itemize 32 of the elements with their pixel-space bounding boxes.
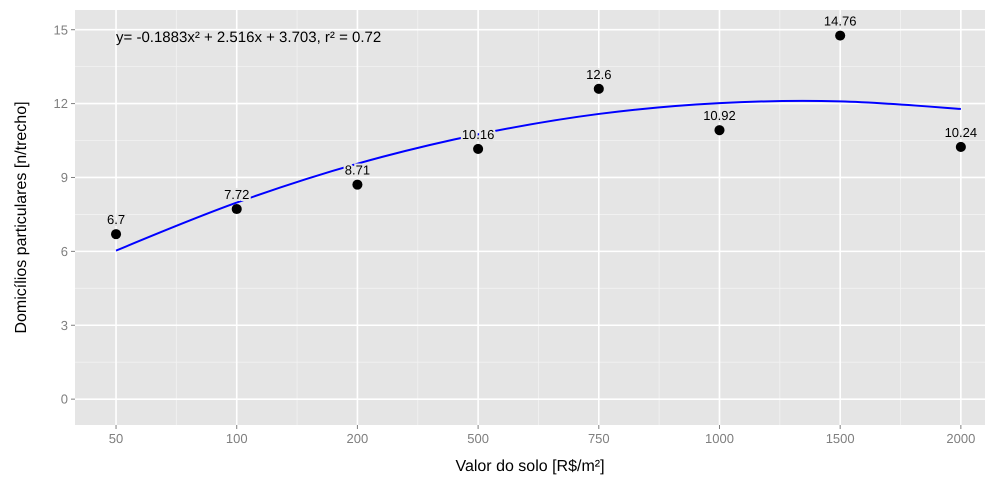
data-label: 12.6 — [586, 66, 612, 82]
x-axis-title: Valor do solo [R$/m²] — [455, 458, 605, 475]
x-tick-label: 100 — [226, 431, 248, 446]
point — [714, 125, 725, 136]
data-label: 10.92 — [703, 108, 736, 124]
x-tick-label: 1500 — [826, 431, 855, 446]
point — [110, 229, 122, 240]
y-tick-label: 15 — [54, 22, 68, 38]
y-tick-label: 9 — [60, 170, 68, 186]
data-label: 6.7 — [106, 212, 126, 228]
x-tick-label: 200 — [346, 431, 368, 446]
point — [232, 204, 242, 214]
y-tick-label: 6 — [60, 244, 68, 259]
point — [835, 30, 846, 41]
y-tick-label: 12 — [54, 96, 68, 112]
y-tick-label: 0 — [60, 392, 68, 407]
x-tick-label: 1000 — [705, 431, 734, 446]
x-tick-label: 2000 — [946, 431, 976, 446]
point — [594, 84, 604, 94]
x-tick-label: 500 — [467, 431, 489, 446]
y-tick-label: 3 — [60, 318, 68, 333]
point — [956, 142, 966, 152]
data-label: 10.24 — [944, 124, 978, 140]
data-label: 7.72 — [224, 187, 250, 202]
x-tick-label: 50 — [108, 431, 124, 446]
y-axis-title: Domicílios particulares [n/trecho] — [13, 101, 30, 334]
point — [352, 180, 362, 190]
data-label: 8.71 — [344, 162, 370, 178]
x-tick-label: 750 — [588, 431, 610, 446]
point — [473, 144, 484, 154]
data-label: 14.76 — [824, 14, 856, 29]
annotation: y= -0.1883x² + 2.516x + 3.703, r² = 0.72 — [116, 29, 382, 46]
